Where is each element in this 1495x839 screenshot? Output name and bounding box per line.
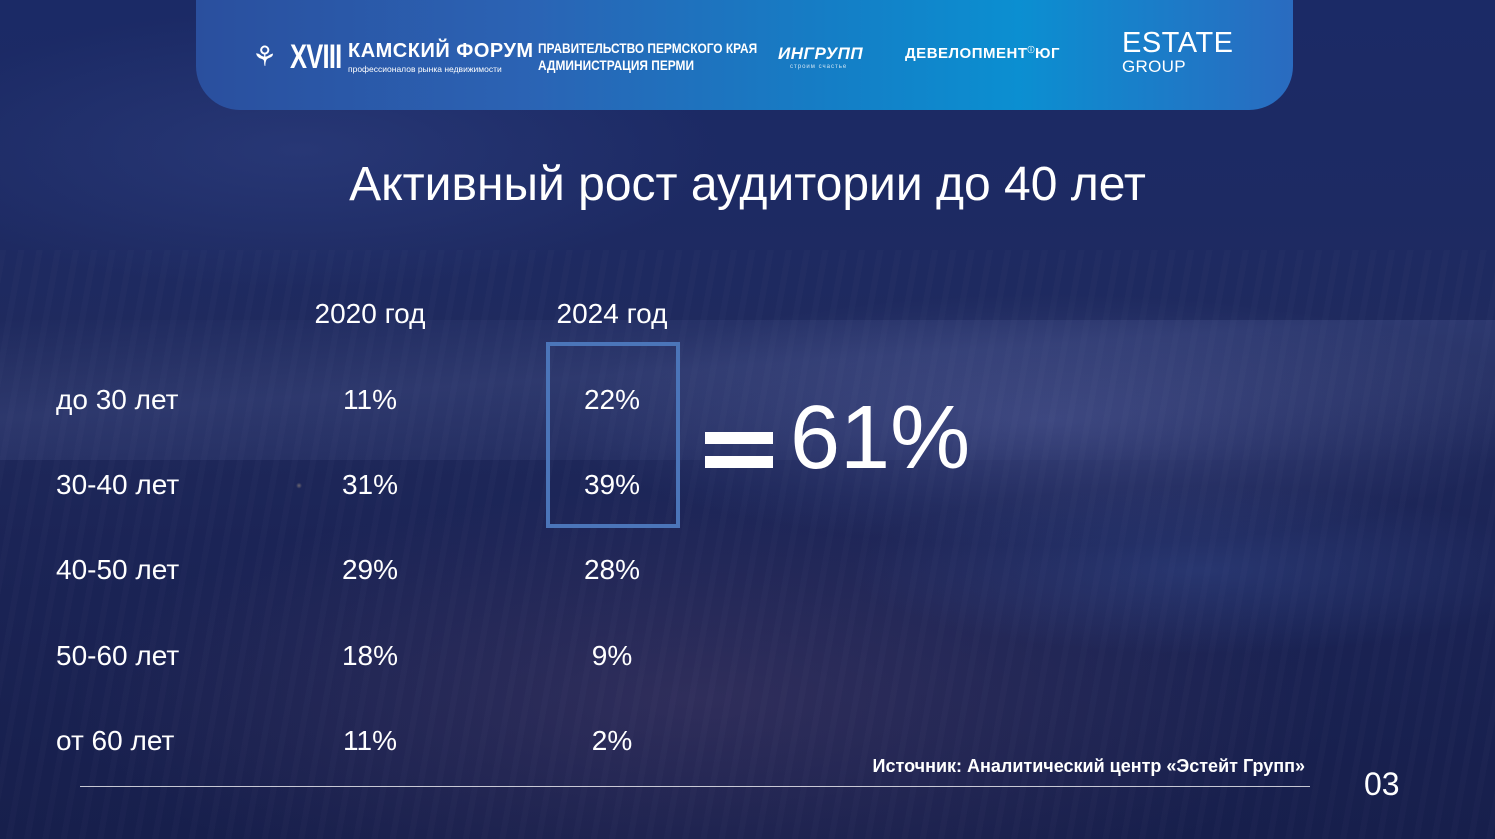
header-bar xyxy=(196,0,1293,110)
total-percentage: 61% xyxy=(790,388,971,488)
estate-name: ESTATE xyxy=(1122,27,1234,59)
background-city-image xyxy=(0,250,1495,839)
development-logo: ДЕВЕЛОПМЕНТⓘЮГ xyxy=(905,45,1060,62)
estate-group-label: GROUP xyxy=(1122,57,1186,76)
column-header-2024: 2024 год xyxy=(556,298,668,329)
cell-2024-40-50: 28% xyxy=(583,554,641,585)
government-logo: ПРАВИТЕЛЬСТВО ПЕРМСКОГО КРАЯ АДМИНИСТРАЦ… xyxy=(538,40,757,74)
row-label-30-40: 30-40 лет xyxy=(56,469,180,500)
row-label-under-30: до 30 лет xyxy=(56,384,179,415)
cell-2024-50-60: 9% xyxy=(591,640,633,671)
government-line-2: АДМИНИСТРАЦИЯ ПЕРМИ xyxy=(538,57,695,73)
cell-2020-30-40: 31% xyxy=(341,469,399,500)
footer-divider xyxy=(80,786,1310,787)
cell-2024-30-40: 39% xyxy=(583,469,641,500)
row-label-50-60: 50-60 лет xyxy=(56,640,180,671)
equals-icon xyxy=(705,432,773,468)
column-header-2020: 2020 год xyxy=(314,298,426,329)
cell-2020-40-50: 29% xyxy=(341,554,399,585)
row-label-over-60: от 60 лет xyxy=(56,725,175,756)
cell-2020-under-30: 11% xyxy=(343,384,397,415)
cell-2024-under-30: 22% xyxy=(583,384,641,415)
estate-group-logo: ESTATE GROUP xyxy=(1122,28,1234,76)
ingrupp-logo: ИНГРУПП строим счастье xyxy=(778,44,863,70)
page-number: 03 xyxy=(1364,766,1400,802)
development-name: ДЕВЕЛОПМЕНТ xyxy=(905,45,1028,62)
row-label-40-50: 40-50 лет xyxy=(56,554,180,585)
dragonfly-icon: ⚘ xyxy=(252,40,278,73)
highlight-box xyxy=(546,342,680,528)
ingrupp-name: ИНГРУПП xyxy=(778,44,864,63)
cell-2024-over-60: 2% xyxy=(591,725,633,756)
forum-roman-numeral: XVIII xyxy=(290,38,342,76)
forum-subtitle: профессионалов рынка недвижимости xyxy=(348,64,502,74)
development-suffix: ЮГ xyxy=(1035,45,1060,62)
government-line-1: ПРАВИТЕЛЬСТВО ПЕРМСКОГО КРАЯ xyxy=(538,40,758,56)
slide-title: Активный рост аудитории до 40 лет xyxy=(349,158,1146,211)
forum-title: КАМСКИЙ ФОРУМ xyxy=(348,40,534,62)
source-note: Источник: Аналитический центр «Эстейт Гр… xyxy=(872,756,1305,776)
ingrupp-tagline: строим счастье xyxy=(790,64,848,70)
cell-2020-over-60: 11% xyxy=(343,725,397,756)
cell-2020-50-60: 18% xyxy=(341,640,399,671)
